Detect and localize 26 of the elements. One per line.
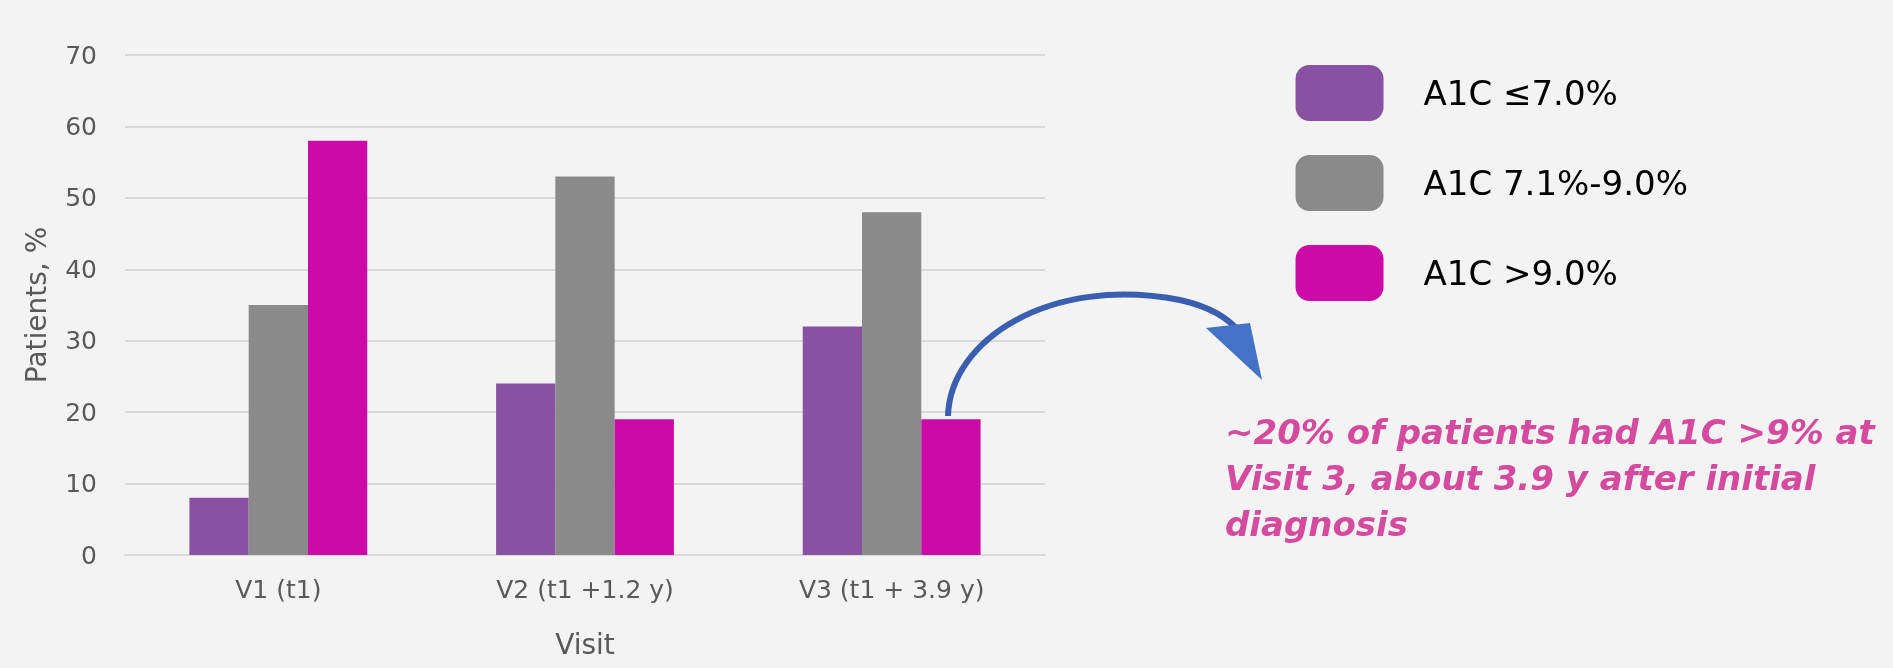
- y-tick-label: 0: [81, 540, 97, 570]
- legend-label: A1C 7.1%-9.0%: [1423, 163, 1689, 203]
- bar: [555, 176, 615, 555]
- bar: [614, 419, 674, 555]
- x-tick-label: V2 (t1 +1.2 y): [496, 575, 674, 604]
- y-tick-label: 70: [65, 40, 97, 70]
- bar: [496, 383, 556, 555]
- legend-label: A1C ≤7.0%: [1423, 73, 1618, 113]
- bar: [862, 212, 922, 555]
- y-tick-label: 40: [65, 254, 97, 284]
- bar: [921, 419, 981, 555]
- y-tick-label: 20: [65, 397, 97, 427]
- y-axis-title: Patients, %: [19, 226, 53, 384]
- x-axis-title: Visit: [555, 627, 615, 661]
- bar: [189, 497, 249, 555]
- bar: [248, 305, 308, 555]
- y-tick-label: 50: [65, 183, 97, 213]
- bar: [802, 326, 863, 555]
- y-tick-label: 30: [65, 326, 97, 356]
- x-tick-label: V1 (t1): [235, 575, 322, 604]
- bar: [307, 140, 368, 555]
- y-tick-label: 60: [65, 111, 97, 141]
- text: ~20% of patients had A1C >9% at Visit 3, about 3.9 y after initial diagnosis: [1225, 411, 1877, 546]
- y-tick-label: 10: [65, 469, 97, 499]
- x-tick-label: V3 (t1 + 3.9 y): [798, 575, 985, 604]
- legend-label: A1C >9.0%: [1423, 253, 1618, 293]
